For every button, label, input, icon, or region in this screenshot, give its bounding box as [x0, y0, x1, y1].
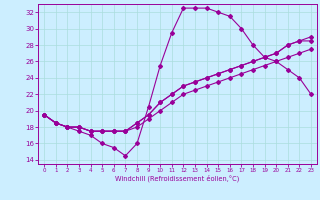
X-axis label: Windchill (Refroidissement éolien,°C): Windchill (Refroidissement éolien,°C)	[116, 175, 240, 182]
